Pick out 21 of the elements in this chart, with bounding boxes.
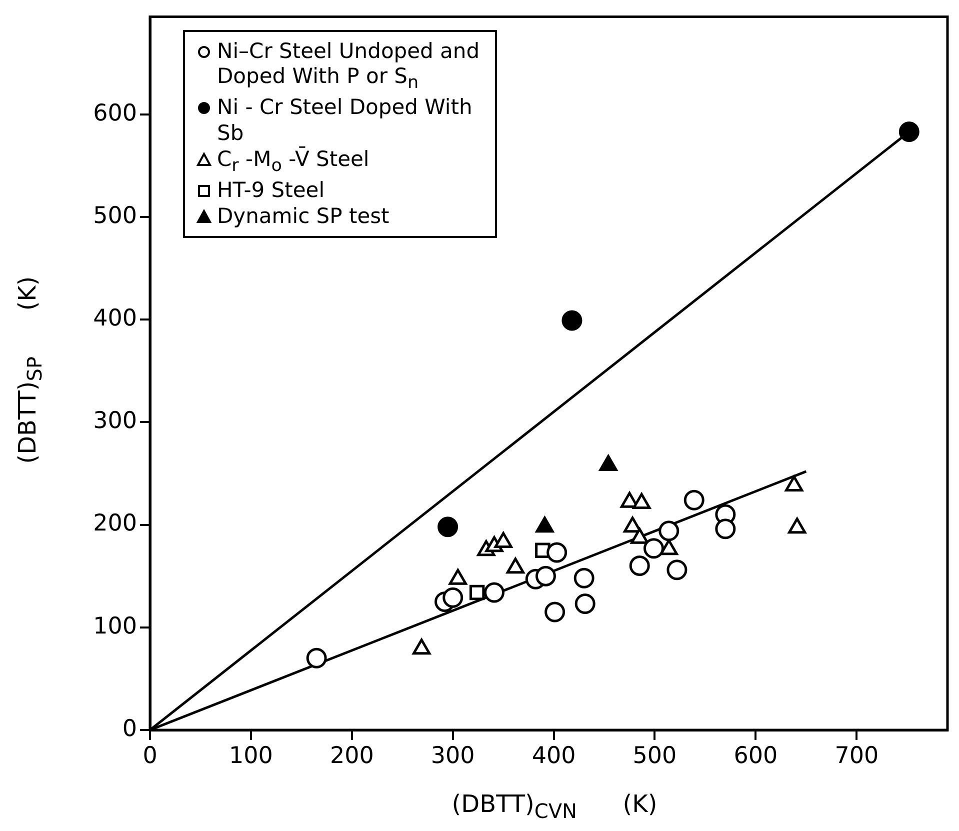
- legend-label: Ni–Cr Steel Undoped and Doped With P or S$_{n}$: [217, 39, 481, 94]
- legend-label: C$_{r}$ -M$_{o}$ -V̄ Steel: [217, 146, 370, 177]
- y-tick-label: 600: [93, 100, 137, 126]
- x-tick-label: 300: [430, 742, 475, 769]
- y-tick-label: 0: [122, 716, 137, 742]
- legend-label: HT-9 Steel: [217, 178, 325, 204]
- y-tick-label: 100: [93, 613, 137, 640]
- y-tick-label: 500: [93, 202, 137, 229]
- y-tick-label: 300: [93, 408, 137, 434]
- legend-label: Dynamic SP test: [217, 204, 390, 230]
- x-tick-label: 500: [632, 742, 677, 769]
- x-tick-label: 700: [834, 742, 879, 769]
- x-tick-label: 100: [228, 742, 273, 769]
- text: (DBTT)$_{CVN}$ (K): [452, 790, 658, 823]
- x-tick-label: 600: [734, 742, 778, 769]
- y-tick-label: 200: [93, 510, 137, 537]
- y-tick-label: 400: [93, 305, 137, 332]
- x-tick-label: 0: [142, 742, 158, 769]
- legend-label: Ni - Cr Steel Doped With Sb: [217, 95, 474, 146]
- x-tick-label: 200: [330, 742, 374, 769]
- x-tick-label: 400: [532, 742, 576, 769]
